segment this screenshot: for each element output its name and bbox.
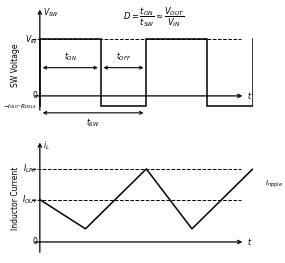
Text: $I_{OUT}$: $I_{OUT}$ bbox=[22, 193, 38, 206]
Text: $t$: $t$ bbox=[247, 236, 252, 247]
Text: 0: 0 bbox=[33, 237, 38, 246]
Y-axis label: SW Voltage: SW Voltage bbox=[11, 43, 20, 87]
Text: $i_L$: $i_L$ bbox=[43, 140, 50, 152]
Text: $V_{IN}$: $V_{IN}$ bbox=[25, 33, 38, 46]
Text: $t_{OFF}$: $t_{OFF}$ bbox=[116, 50, 131, 63]
Text: $I_{ripple}$: $I_{ripple}$ bbox=[265, 179, 283, 190]
Text: $V_{SW}$: $V_{SW}$ bbox=[43, 7, 59, 19]
Text: $t_{SW}$: $t_{SW}$ bbox=[86, 117, 100, 129]
Text: $I_{LPK}$: $I_{LPK}$ bbox=[23, 163, 38, 175]
Text: $t_{ON}$: $t_{ON}$ bbox=[64, 50, 77, 63]
Text: $D = \dfrac{t_{ON}}{t_{SW}} \approx \dfrac{V_{OUT}}{V_{IN}}$: $D = \dfrac{t_{ON}}{t_{SW}} \approx \dfr… bbox=[123, 6, 185, 29]
Y-axis label: Inductor Current: Inductor Current bbox=[11, 166, 20, 230]
Text: $t$: $t$ bbox=[247, 90, 252, 102]
Text: $- I_{OUT}{\cdot}R_{DSLS}$: $- I_{OUT}{\cdot}R_{DSLS}$ bbox=[3, 102, 38, 110]
Text: 0: 0 bbox=[33, 92, 38, 100]
